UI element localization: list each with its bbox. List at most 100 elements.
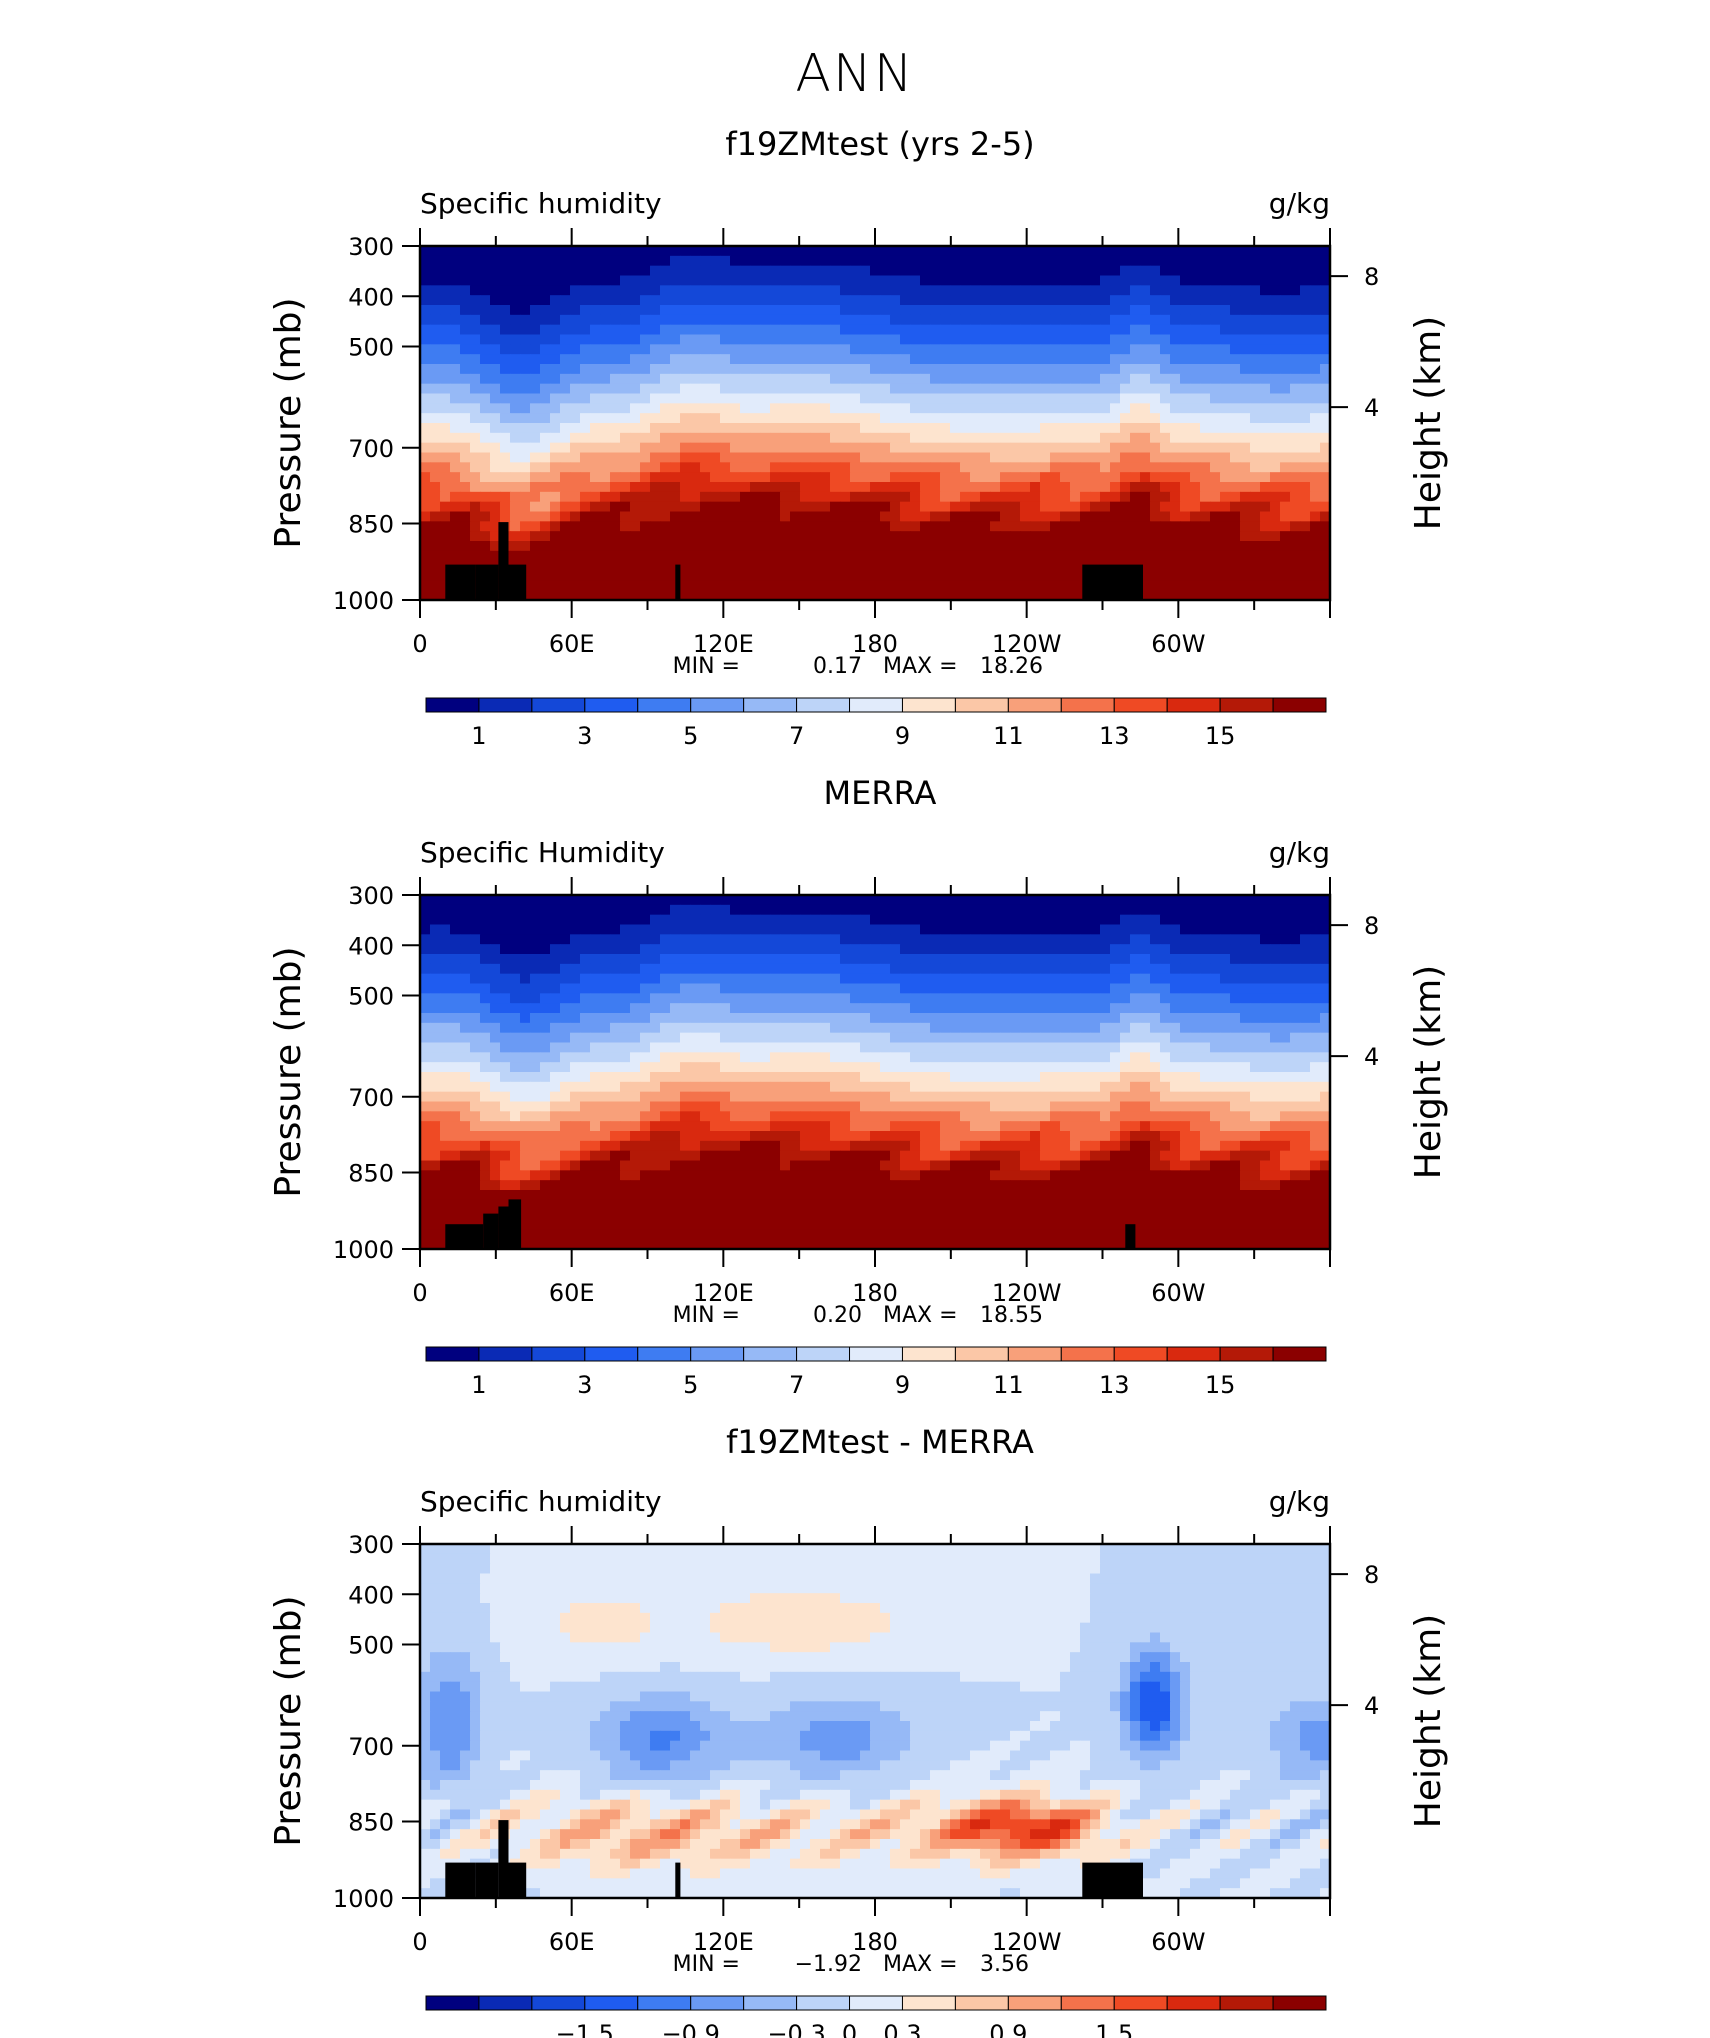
field-cell xyxy=(860,246,871,257)
field-cell xyxy=(1260,1003,1271,1014)
field-cell xyxy=(590,432,601,444)
field-cell xyxy=(590,1013,601,1024)
field-cell xyxy=(1300,541,1311,552)
field-cell xyxy=(1140,452,1151,463)
field-cell xyxy=(1150,432,1161,444)
field-cell xyxy=(910,373,921,385)
field-cell xyxy=(700,924,711,935)
field-cell xyxy=(1050,1052,1061,1063)
field-cell xyxy=(610,462,621,473)
field-cell xyxy=(1230,541,1241,552)
field-cell xyxy=(740,472,751,483)
field-cell xyxy=(1080,924,1091,935)
field-cell xyxy=(1040,1003,1051,1014)
field-cell xyxy=(760,354,771,365)
field-cell xyxy=(680,944,691,955)
field-cell xyxy=(1080,403,1091,414)
field-cell xyxy=(910,413,921,424)
field-cell xyxy=(800,924,811,935)
field-cell xyxy=(450,531,461,542)
field-cell xyxy=(1170,1013,1181,1024)
field-cell xyxy=(480,963,491,975)
field-cell xyxy=(1290,354,1301,365)
field-cell xyxy=(600,324,611,336)
field-cell xyxy=(1230,531,1241,542)
field-cell xyxy=(1010,501,1021,513)
field-cell xyxy=(1210,954,1221,965)
field-cell xyxy=(520,1042,531,1053)
field-cell xyxy=(530,521,541,532)
field-cell xyxy=(570,1042,581,1053)
field-cell xyxy=(550,246,561,257)
field-cell xyxy=(1210,452,1221,463)
field-cell xyxy=(560,383,571,395)
field-cell xyxy=(500,432,511,444)
field-cell xyxy=(600,501,611,513)
field-cell xyxy=(760,501,771,513)
field-cell xyxy=(1180,491,1191,503)
field-cell xyxy=(990,1003,1001,1014)
field-cell xyxy=(810,1052,821,1063)
field-cell xyxy=(970,482,981,493)
field-cell xyxy=(1090,413,1101,424)
field-cell xyxy=(660,275,671,286)
field-cell xyxy=(920,462,931,473)
field-cell xyxy=(700,1032,711,1044)
field-cell xyxy=(1170,255,1181,267)
field-cell xyxy=(1190,275,1201,286)
field-cell xyxy=(560,934,571,945)
field-cell xyxy=(790,531,801,542)
field-cell xyxy=(630,1013,641,1024)
field-cell xyxy=(490,442,501,454)
field-cell xyxy=(970,1013,981,1024)
field-cell xyxy=(550,383,561,395)
field-cell xyxy=(1230,403,1241,414)
field-cell xyxy=(740,531,751,542)
field-cell xyxy=(950,246,961,257)
field-cell xyxy=(890,275,901,286)
field-cell xyxy=(1080,531,1091,542)
field-cell xyxy=(730,541,741,552)
field-cell xyxy=(790,521,801,532)
field-cell xyxy=(1180,1003,1191,1014)
field-cell xyxy=(950,895,961,906)
field-cell xyxy=(710,452,721,463)
field-cell xyxy=(470,944,481,955)
field-cell xyxy=(500,963,511,975)
field-cell xyxy=(520,462,531,473)
field-cell xyxy=(420,924,431,935)
field-cell xyxy=(1030,1032,1041,1044)
field-cell xyxy=(730,560,741,572)
field-cell xyxy=(710,550,721,562)
field-cell xyxy=(660,983,671,994)
field-cell xyxy=(570,354,581,365)
field-cell xyxy=(1150,255,1161,267)
field-cell xyxy=(640,442,651,454)
field-cell xyxy=(1110,403,1121,414)
field-cell xyxy=(1140,403,1151,414)
field-cell xyxy=(870,983,881,994)
field-cell xyxy=(570,1032,581,1044)
field-cell xyxy=(910,383,921,395)
field-cell xyxy=(930,1042,941,1053)
field-cell xyxy=(820,1013,831,1024)
field-cell xyxy=(1060,442,1071,454)
field-cell xyxy=(920,983,931,994)
field-cell xyxy=(950,501,961,513)
field-cell xyxy=(950,1022,961,1034)
field-cell xyxy=(1060,255,1071,267)
field-cell xyxy=(900,314,911,326)
field-cell xyxy=(510,1052,521,1063)
field-cell xyxy=(820,934,831,945)
field-cell xyxy=(720,344,731,355)
field-cell xyxy=(450,1013,461,1024)
field-cell xyxy=(690,462,701,473)
field-cell xyxy=(1190,944,1201,955)
field-cell xyxy=(460,354,471,365)
field-cell xyxy=(560,324,571,336)
field-cell xyxy=(780,580,791,591)
field-cell xyxy=(1010,295,1021,306)
field-cell xyxy=(1090,275,1101,286)
field-cell xyxy=(810,383,821,395)
field-cell xyxy=(420,954,431,965)
